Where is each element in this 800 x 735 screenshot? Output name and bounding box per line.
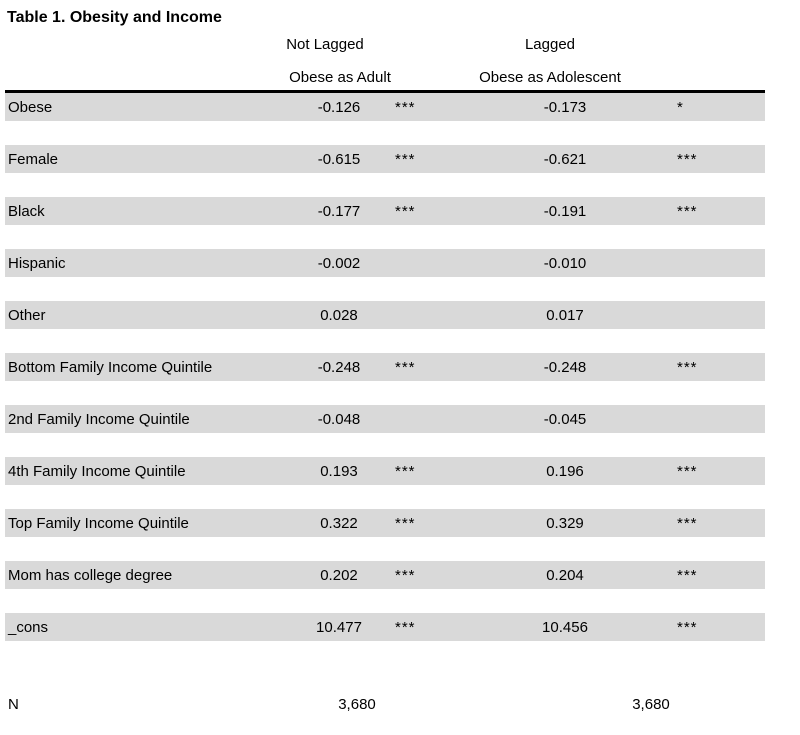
coef-not-lagged: -0.177: [317, 202, 361, 220]
column-group-lagged: Lagged: [524, 36, 576, 53]
row-label: Other: [8, 306, 46, 324]
coef-lagged: -0.173: [543, 98, 587, 116]
coef-lagged: -0.621: [543, 150, 587, 168]
n-value-lagged: 3,680: [632, 696, 670, 713]
sig-stars-lagged: ***: [677, 150, 698, 168]
sig-stars-lagged: ***: [677, 566, 698, 584]
coef-lagged: 10.456: [542, 618, 588, 636]
sig-stars-lagged: ***: [677, 514, 698, 532]
column-group-not-lagged: Not Lagged: [286, 36, 364, 53]
sig-stars-not-lagged: ***: [395, 566, 416, 584]
coef-not-lagged: -0.002: [317, 254, 361, 272]
sig-stars-lagged: *: [677, 98, 684, 116]
sig-stars-not-lagged: ***: [395, 202, 416, 220]
coef-lagged: 0.017: [546, 306, 584, 324]
table-row-cons: _cons 10.477 *** 10.456 ***: [5, 613, 765, 641]
coef-lagged: -0.191: [543, 202, 587, 220]
sig-stars-not-lagged: ***: [395, 358, 416, 376]
table-row-mom-college: Mom has college degree 0.202 *** 0.204 *…: [5, 561, 765, 589]
coef-lagged: 0.196: [546, 462, 584, 480]
row-label: 2nd Family Income Quintile: [8, 410, 190, 428]
coef-lagged: -0.010: [543, 254, 587, 272]
sig-stars-not-lagged: ***: [395, 150, 416, 168]
table-row-black: Black -0.177 *** -0.191 ***: [5, 197, 765, 225]
n-label: N: [8, 696, 19, 713]
table-row-other: Other 0.028 0.017: [5, 301, 765, 329]
table-row-top-quintile: Top Family Income Quintile 0.322 *** 0.3…: [5, 509, 765, 537]
row-label: Bottom Family Income Quintile: [8, 358, 213, 376]
coef-not-lagged: 0.202: [320, 566, 358, 584]
n-value-not-lagged: 3,680: [338, 696, 376, 713]
table-row-bottom-quintile: Bottom Family Income Quintile -0.248 ***…: [5, 353, 765, 381]
coef-lagged: 0.329: [546, 514, 584, 532]
header-rule: [5, 90, 765, 93]
coef-not-lagged: 0.193: [320, 462, 358, 480]
column-header-obese-as-adolescent: Obese as Adolescent: [479, 69, 621, 86]
row-label: _cons: [8, 618, 49, 636]
row-label: Obese: [8, 98, 53, 116]
table-body: Obese -0.126 *** -0.173 * Female -0.615 …: [5, 93, 765, 665]
row-label: Female: [8, 150, 59, 168]
table-title: Table 1. Obesity and Income: [7, 9, 222, 26]
column-header-obese-as-adult: Obese as Adult: [289, 69, 391, 86]
sig-stars-lagged: ***: [677, 462, 698, 480]
sig-stars-not-lagged: ***: [395, 98, 416, 116]
sig-stars-not-lagged: ***: [395, 462, 416, 480]
sig-stars-lagged: ***: [677, 202, 698, 220]
row-label: 4th Family Income Quintile: [8, 462, 186, 480]
table-row-obese: Obese -0.126 *** -0.173 *: [5, 93, 765, 121]
table-row-hispanic: Hispanic -0.002 -0.010: [5, 249, 765, 277]
row-label: Black: [8, 202, 45, 220]
coef-not-lagged: 0.322: [320, 514, 358, 532]
sig-stars-not-lagged: ***: [395, 514, 416, 532]
coef-not-lagged: -0.126: [317, 98, 361, 116]
coef-not-lagged: -0.615: [317, 150, 361, 168]
coef-not-lagged: -0.248: [317, 358, 361, 376]
coef-not-lagged: 10.477: [316, 618, 362, 636]
row-label: Hispanic: [8, 254, 66, 272]
row-label: Top Family Income Quintile: [8, 514, 189, 532]
sig-stars-lagged: ***: [677, 358, 698, 376]
table-row-female: Female -0.615 *** -0.621 ***: [5, 145, 765, 173]
sig-stars-not-lagged: ***: [395, 618, 416, 636]
sig-stars-lagged: ***: [677, 618, 698, 636]
coef-lagged: 0.204: [546, 566, 584, 584]
coef-lagged: -0.248: [543, 358, 587, 376]
table-row-2nd-quintile: 2nd Family Income Quintile -0.048 -0.045: [5, 405, 765, 433]
row-label: Mom has college degree: [8, 566, 173, 584]
coef-not-lagged: 0.028: [320, 306, 358, 324]
coef-not-lagged: -0.048: [317, 410, 361, 428]
coef-lagged: -0.045: [543, 410, 587, 428]
sample-size-row: N 3,680 3,680: [5, 691, 765, 719]
table-row-4th-quintile: 4th Family Income Quintile 0.193 *** 0.1…: [5, 457, 765, 485]
